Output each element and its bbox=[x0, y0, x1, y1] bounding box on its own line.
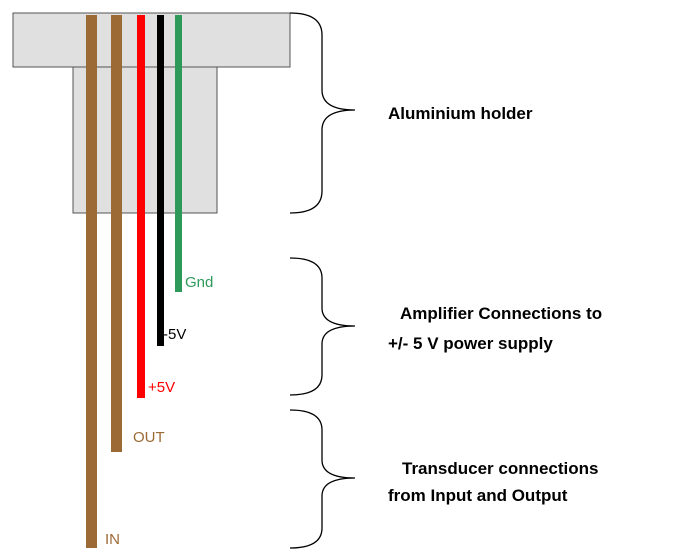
wire-plus5v bbox=[137, 15, 145, 398]
wire-gnd bbox=[175, 15, 182, 292]
brace bbox=[289, 257, 356, 396]
wire-minus5v bbox=[157, 15, 164, 346]
holder-top bbox=[12, 12, 291, 68]
wire-out bbox=[111, 15, 122, 452]
group-label: Amplifier Connections to bbox=[400, 304, 602, 323]
in-label: IN bbox=[105, 531, 120, 548]
plus5v-label: +5V bbox=[148, 379, 175, 396]
minus5v-label: -5V bbox=[163, 326, 186, 343]
brace bbox=[289, 12, 356, 214]
group-label: from Input and Output bbox=[388, 486, 568, 505]
gnd-label: Gnd bbox=[185, 274, 213, 291]
group-label: +/- 5 V power supply bbox=[388, 334, 553, 353]
brace bbox=[289, 409, 356, 549]
wire-in bbox=[86, 15, 97, 548]
out-label: OUT bbox=[133, 429, 165, 446]
group-label: Transducer connections bbox=[402, 459, 599, 478]
group-label: Aluminium holder bbox=[388, 104, 533, 123]
